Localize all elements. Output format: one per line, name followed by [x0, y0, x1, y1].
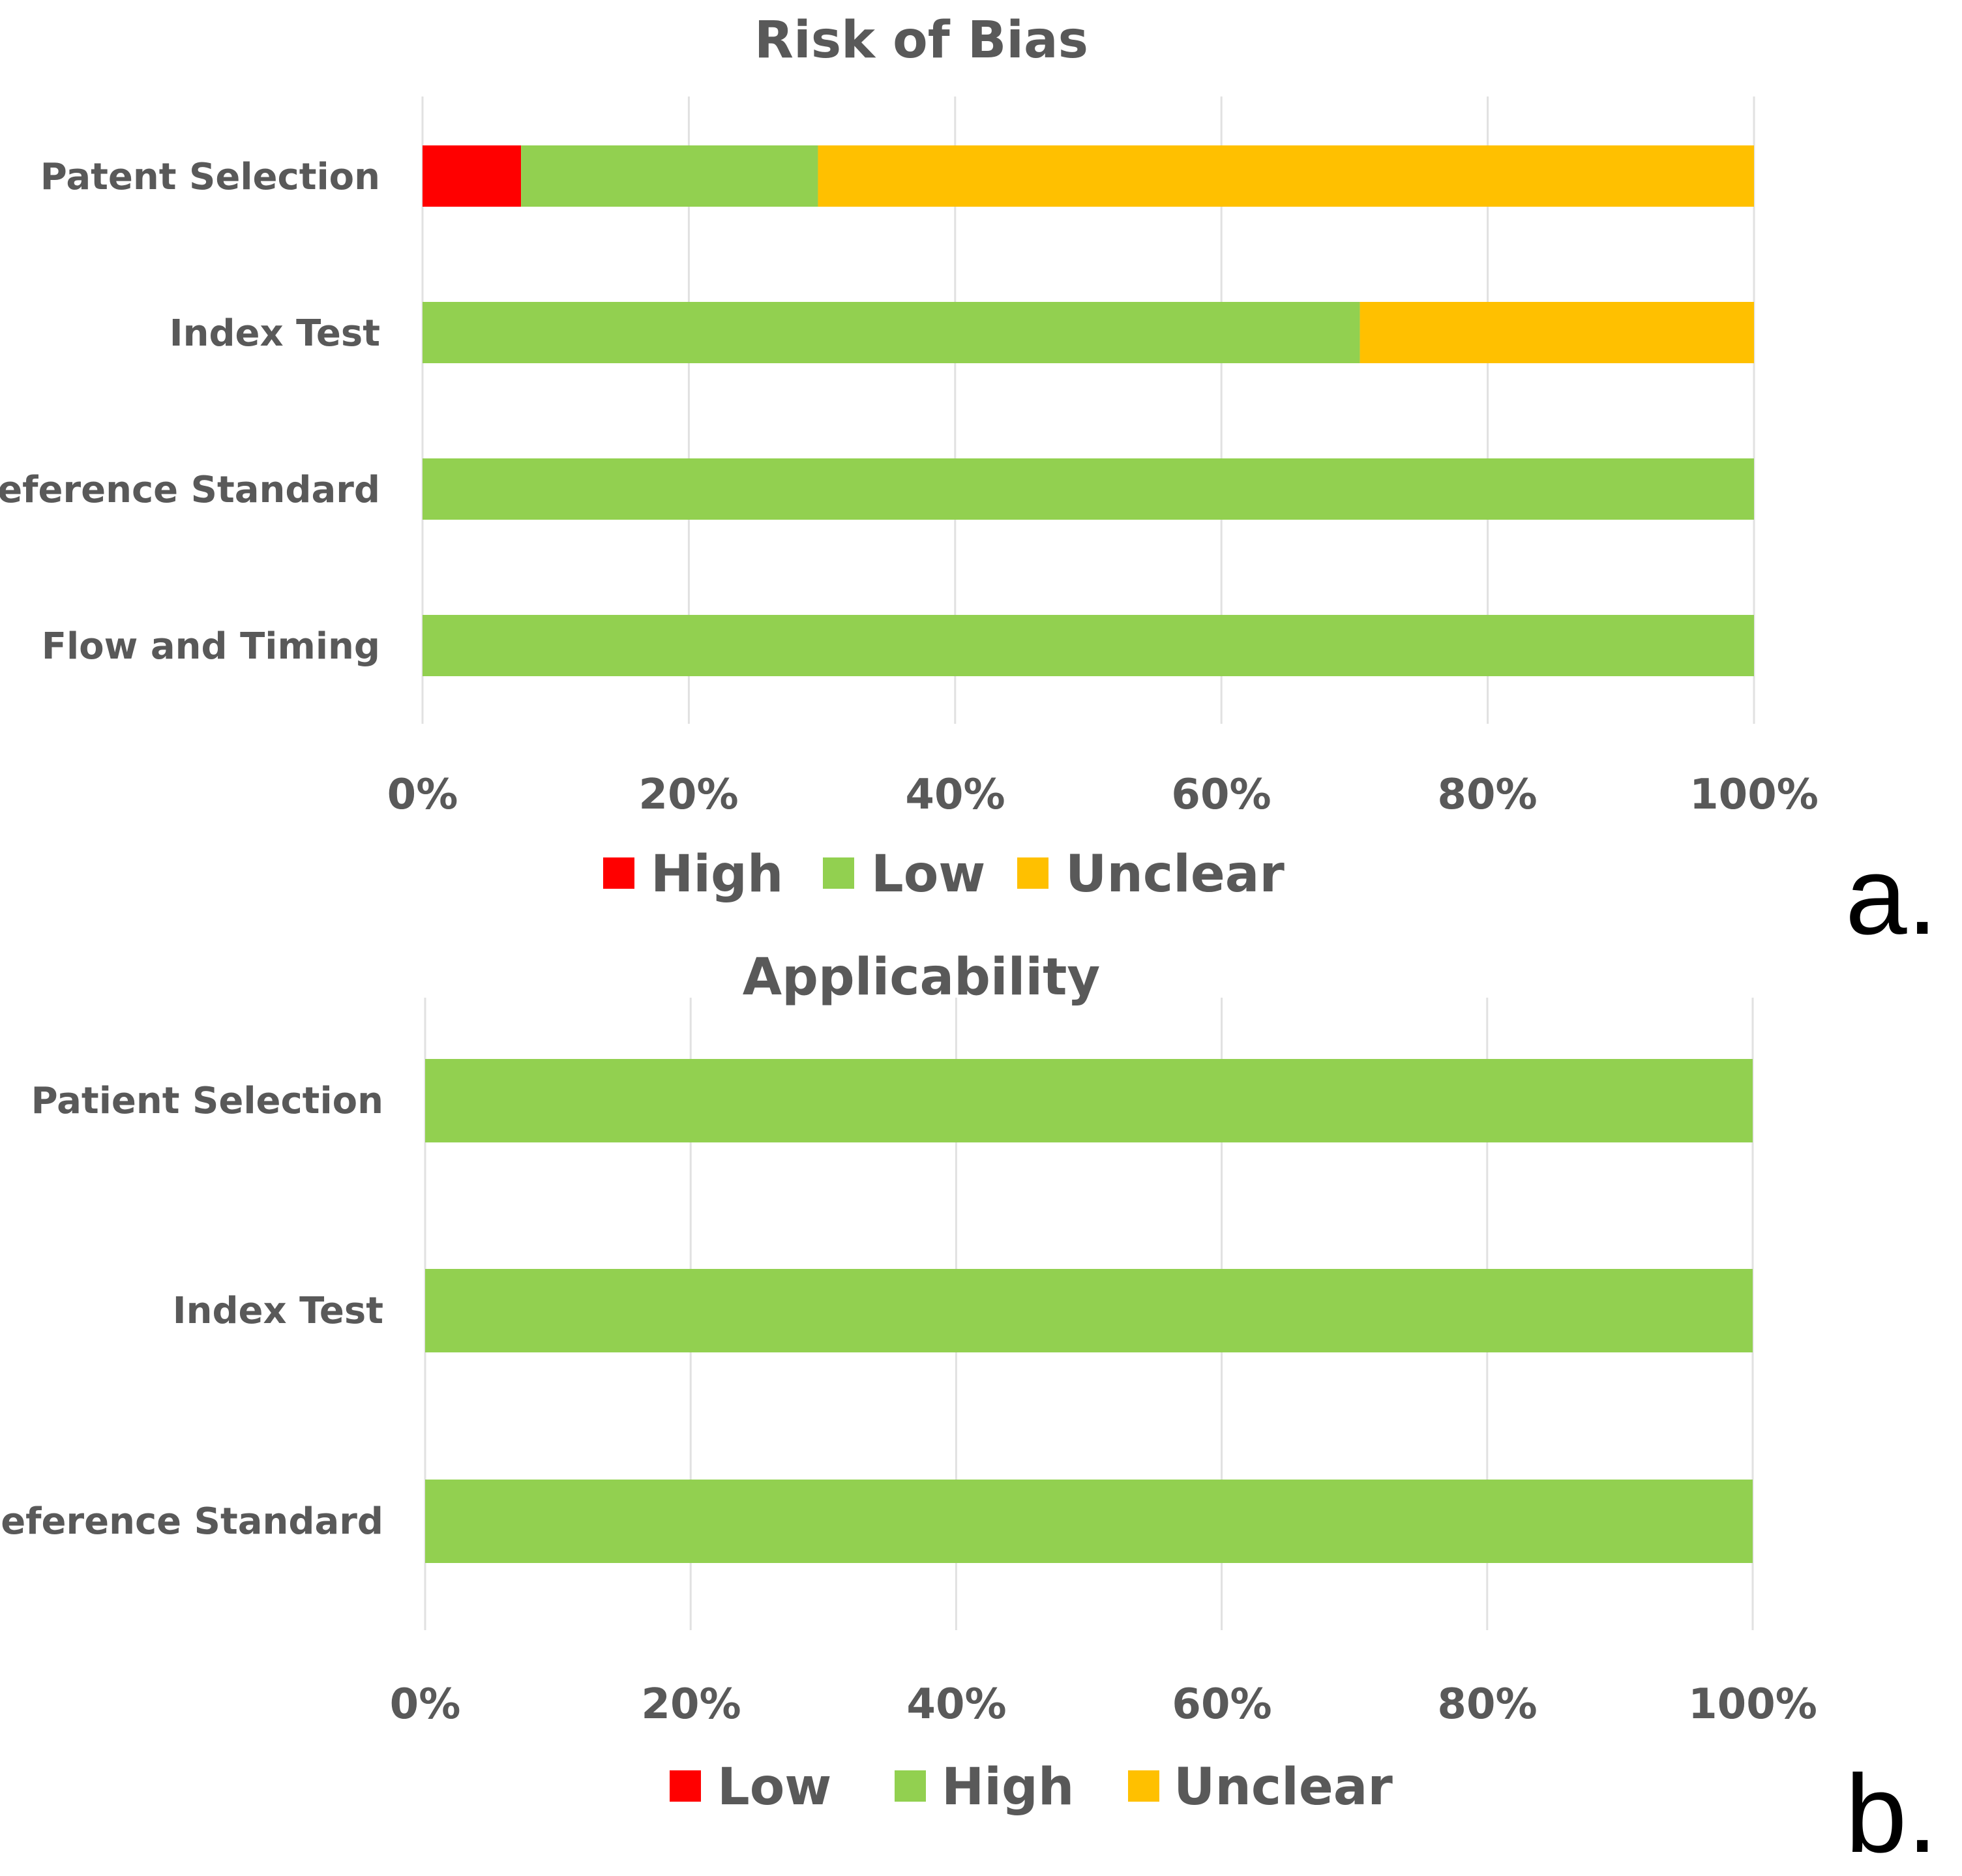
bars: [423, 145, 1754, 676]
bar-segment-high: [425, 1269, 1753, 1352]
bar-segment-high: [425, 1059, 1753, 1142]
category-label: Patient Selection: [31, 1080, 383, 1122]
category-labels: Patient Selection Index Test Reference S…: [0, 1080, 383, 1543]
legend-label-low: Low: [717, 1758, 831, 1817]
bar-segment-unclear: [1360, 302, 1754, 363]
legend-swatch-high: [603, 857, 634, 889]
category-label: Index Test: [170, 312, 380, 355]
x-axis-ticks: 0% 20% 40% 60% 80% 100%: [390, 1680, 1817, 1729]
applicability-chart: Applicability Patient Selection Index Te…: [0, 948, 1938, 1876]
tick-label: 40%: [906, 1680, 1006, 1729]
legend: High Low Unclear: [603, 845, 1285, 904]
tick-label: 60%: [1172, 1680, 1271, 1729]
bar-segment-low: [423, 302, 1360, 363]
bar-segment-unclear: [818, 145, 1754, 207]
tick-label: 20%: [641, 1680, 741, 1729]
legend-swatch-low: [670, 1770, 701, 1802]
chart-title: Risk of Bias: [754, 11, 1088, 70]
legend-swatch-low: [823, 857, 854, 889]
legend-label-unclear: Unclear: [1174, 1758, 1393, 1817]
tick-label: 100%: [1688, 1680, 1817, 1729]
legend-label-unclear: Unclear: [1065, 845, 1285, 904]
bar-segment-high: [425, 1480, 1753, 1563]
legend-swatch-unclear: [1128, 1770, 1159, 1802]
bar-segment-low: [423, 458, 1754, 520]
bars: [425, 1059, 1753, 1563]
legend-label-low: Low: [871, 845, 985, 904]
tick-label: 40%: [905, 771, 1005, 819]
risk-of-bias-chart: Risk of Bias Patent Selection Index Test…: [0, 11, 1938, 958]
category-label: Reference Standard: [0, 469, 380, 511]
tick-label: 80%: [1437, 771, 1537, 819]
category-label: Reference Standard: [0, 1500, 383, 1543]
category-label: Index Test: [173, 1290, 383, 1332]
x-axis-ticks: 0% 20% 40% 60% 80% 100%: [387, 771, 1819, 819]
tick-label: 0%: [390, 1680, 461, 1729]
tick-label: 80%: [1437, 1680, 1537, 1729]
panel-label: b.: [1845, 1752, 1938, 1876]
legend-label-high: High: [651, 845, 783, 904]
legend: Low High Unclear: [670, 1758, 1393, 1817]
category-label: Patent Selection: [40, 156, 380, 198]
category-label: Flow and Timing: [42, 625, 380, 668]
tick-label: 60%: [1171, 771, 1271, 819]
panel-label: a.: [1845, 834, 1938, 958]
bar-segment-low: [521, 145, 818, 207]
category-labels: Patent Selection Index Test Reference St…: [0, 156, 380, 668]
tick-label: 20%: [638, 771, 738, 819]
tick-label: 100%: [1689, 771, 1819, 819]
chart-title: Applicability: [743, 948, 1101, 1007]
legend-label-high: High: [942, 1758, 1074, 1817]
bar-segment-low: [423, 615, 1754, 676]
tick-label: 0%: [387, 771, 458, 819]
legend-swatch-high: [895, 1770, 926, 1802]
legend-swatch-unclear: [1017, 857, 1048, 889]
bar-segment-high: [423, 145, 522, 207]
